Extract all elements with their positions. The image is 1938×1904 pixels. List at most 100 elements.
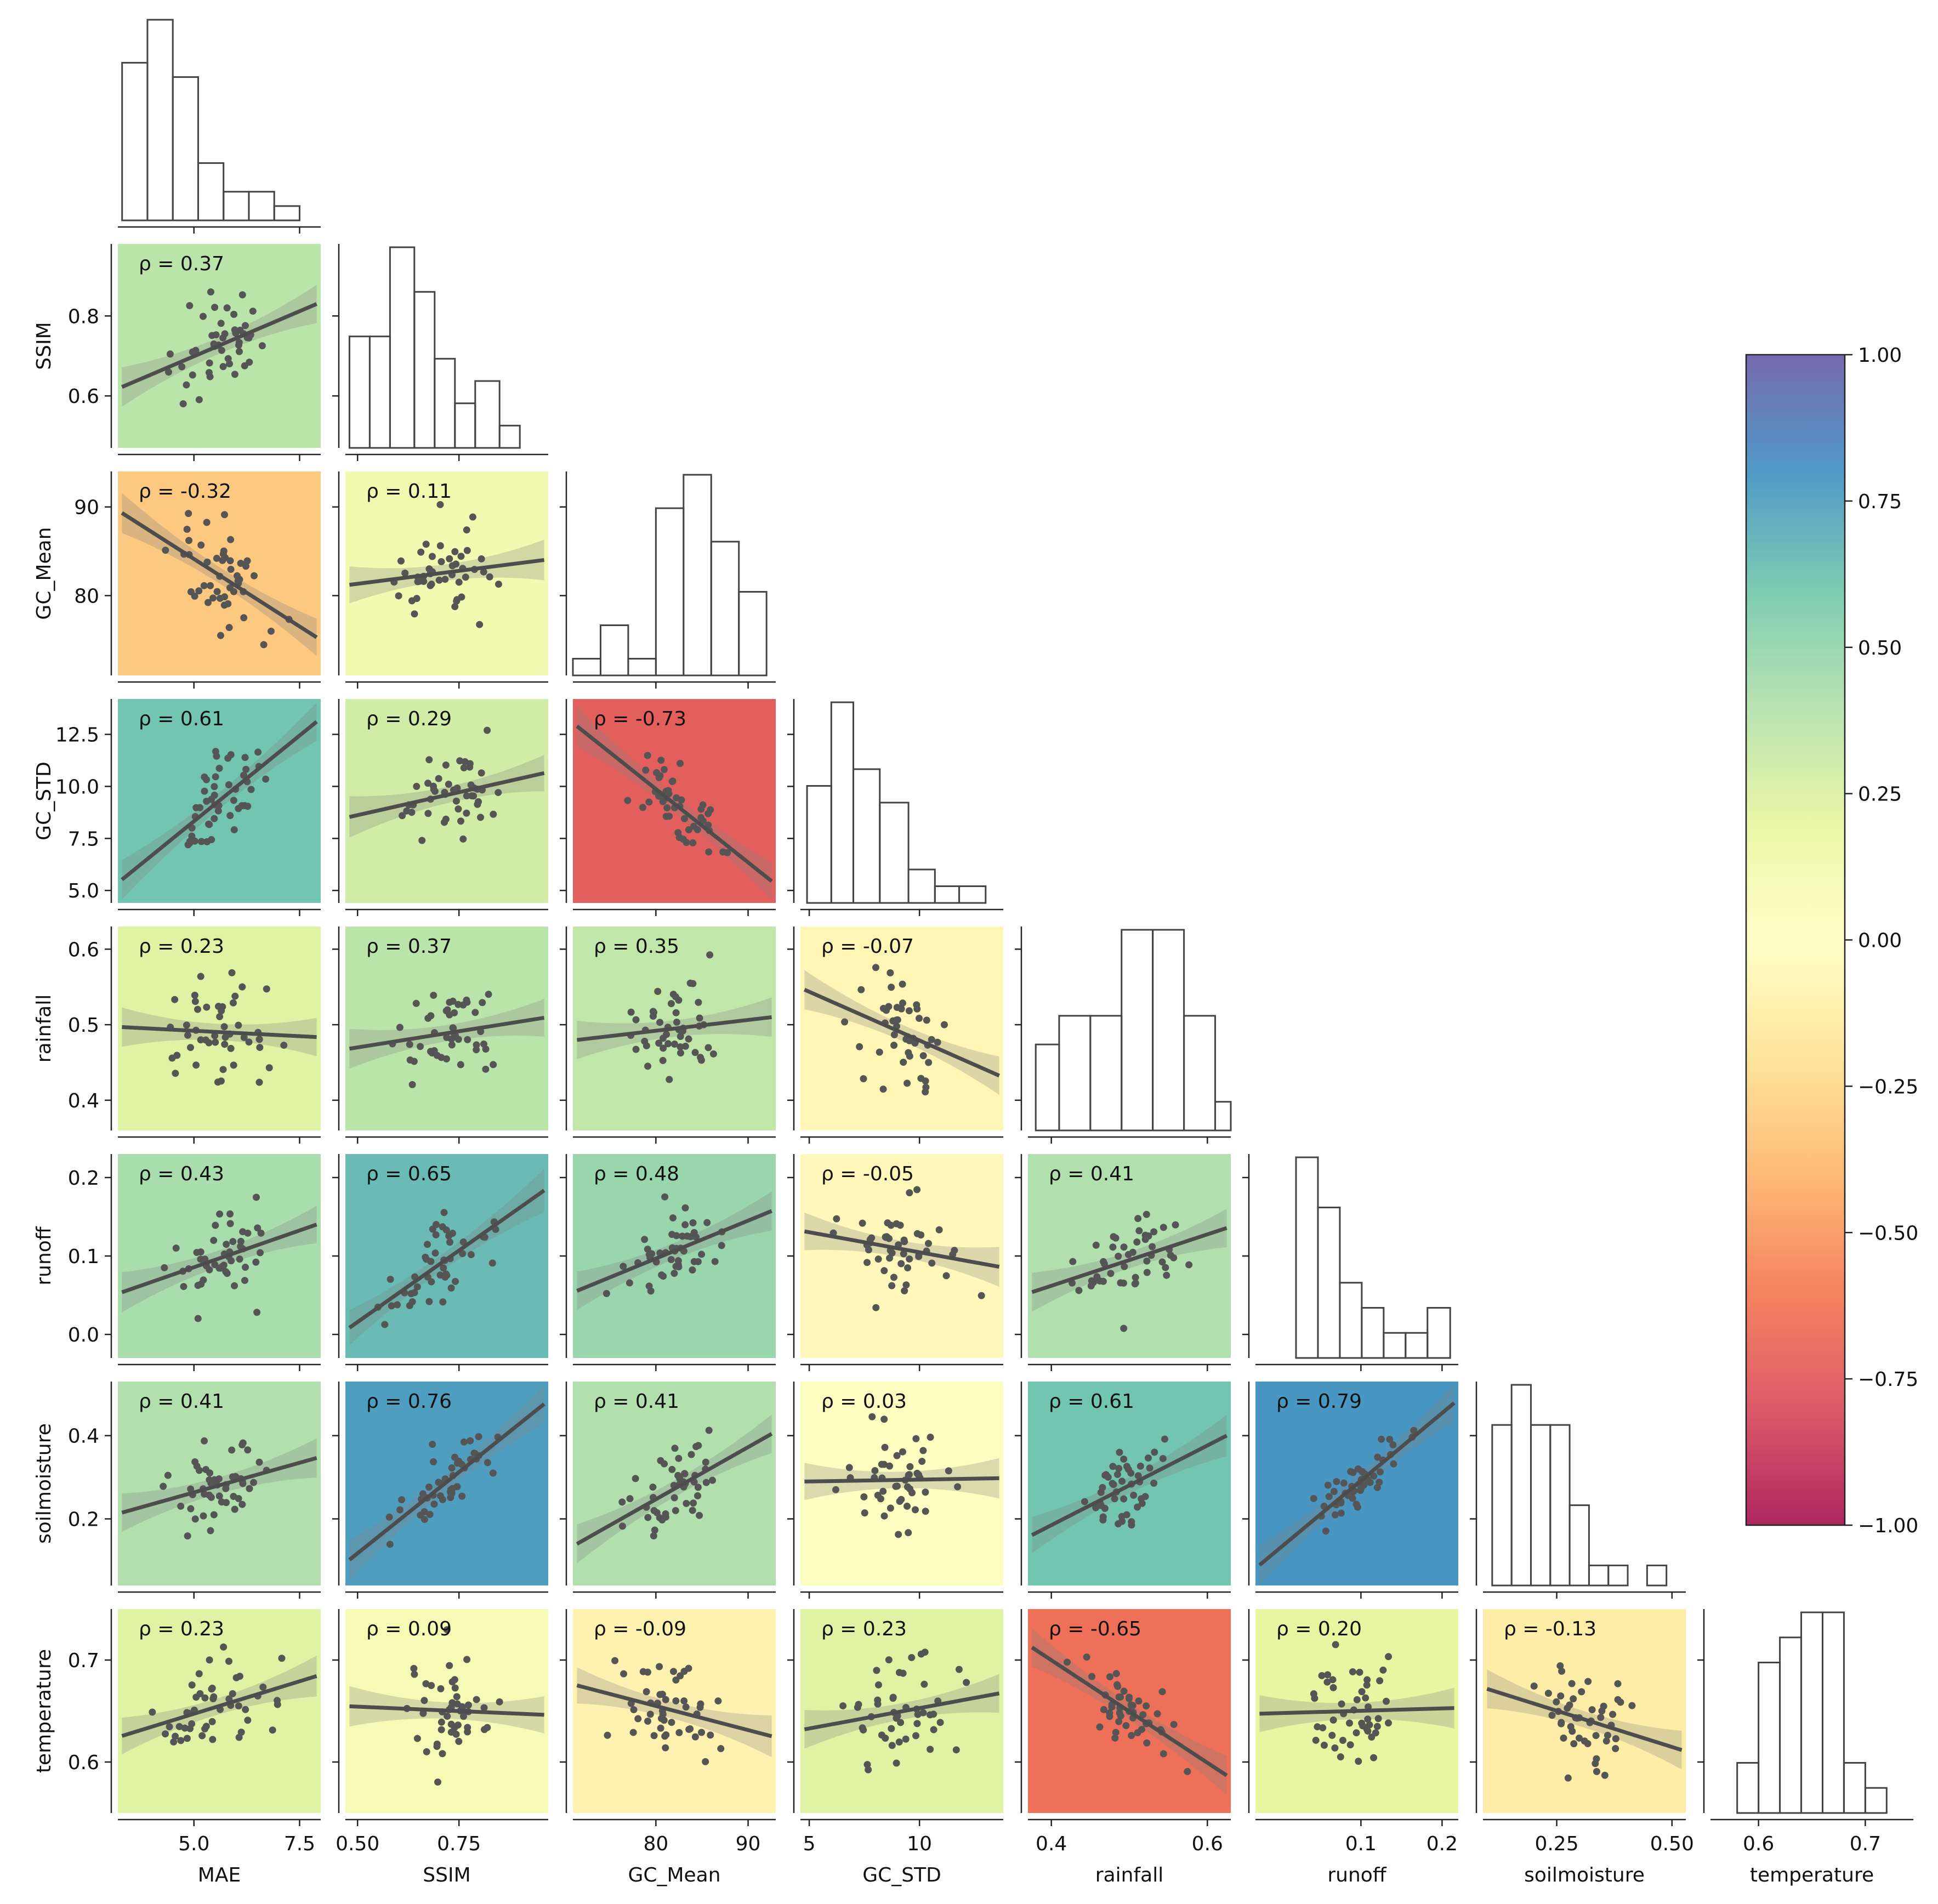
panel-bg-soilmoisture-GC_STD	[800, 1382, 1003, 1585]
scatter-point	[197, 1036, 204, 1044]
y-tick-label: 10.0	[55, 776, 99, 798]
rho-label: ρ = 0.03	[821, 1390, 907, 1413]
scatter-point	[670, 1041, 678, 1048]
scatter-point	[258, 342, 266, 350]
scatter-point	[1359, 1722, 1367, 1730]
scatter-point	[203, 1003, 211, 1011]
scatter-point	[913, 1469, 921, 1477]
scatter-point	[1325, 1493, 1333, 1501]
scatter-point	[1115, 1718, 1123, 1725]
hist-bar-rainfall	[1035, 1043, 1060, 1132]
x-axis-label-temperature: temperature	[1750, 1864, 1874, 1886]
hist-bar-temperature	[1736, 1762, 1760, 1814]
panel-bg-GC_STD-GC_Mean	[573, 699, 776, 903]
scatter-point	[242, 765, 250, 773]
scatter-point	[149, 1708, 156, 1716]
scatter-point	[433, 1743, 441, 1750]
scatter-point	[917, 1231, 925, 1239]
scatter-point	[385, 1513, 393, 1521]
hist-bar-soilmoisture	[1510, 1384, 1532, 1587]
hist-bar-rainfall	[1089, 1015, 1123, 1132]
scatter-point	[1329, 1716, 1337, 1724]
scatter-point	[399, 812, 406, 820]
scatter-point	[694, 1484, 702, 1491]
scatter-point	[184, 841, 192, 849]
scatter-point	[698, 1729, 706, 1736]
scatter-point	[467, 1437, 474, 1445]
scatter-point	[1120, 1495, 1128, 1503]
hist-bar-SSIM	[474, 380, 501, 449]
colorbar-tick-label: −1.00	[1858, 1515, 1918, 1537]
y-tick-label: 0.8	[68, 305, 99, 328]
scatter-point	[395, 592, 402, 600]
scatter-point	[460, 764, 468, 772]
scatter-point	[464, 1728, 471, 1736]
scatter-point	[447, 1720, 455, 1728]
scatter-point	[215, 1492, 223, 1500]
fit-line-temperature-SSIM	[349, 1704, 544, 1717]
scatter-point	[1556, 1662, 1564, 1669]
scatter-point	[469, 513, 476, 521]
scatter-point	[874, 1700, 882, 1708]
scatter-point	[1598, 1707, 1606, 1715]
scatter-point	[1352, 1729, 1360, 1737]
scatter-point	[207, 288, 214, 296]
scatter-point	[1604, 1731, 1611, 1739]
scatter-point	[195, 396, 203, 403]
scatter-point	[1364, 1715, 1372, 1723]
scatter-point	[878, 1731, 885, 1739]
x-tick-label: 0.7	[1850, 1833, 1881, 1855]
scatter-point	[1374, 1715, 1382, 1723]
scatter-point	[219, 363, 227, 371]
scatter-point	[456, 757, 464, 765]
scatter-point	[457, 817, 465, 825]
hist-bar-MAE	[197, 162, 225, 221]
hist-bar-GC_STD	[958, 885, 987, 904]
scatter-point	[200, 312, 207, 320]
scatter-point	[666, 1076, 673, 1083]
scatter-point	[1130, 1491, 1138, 1499]
scatter-point	[1614, 1696, 1622, 1703]
scatter-point	[1100, 1706, 1107, 1713]
rho-label: ρ = 0.29	[366, 708, 452, 730]
y-tick-label: 5.0	[68, 880, 99, 902]
scatter-point	[925, 1059, 933, 1066]
scatter-point	[680, 1697, 688, 1705]
scatter-point	[225, 624, 233, 632]
scatter-point	[437, 1685, 445, 1692]
rho-label: ρ = 0.76	[366, 1390, 452, 1413]
scatter-point	[480, 568, 487, 576]
scatter-point	[1141, 1493, 1149, 1501]
fit-line-runoff-GC_STD	[804, 1229, 1000, 1269]
x-tick-label: 0.6	[1192, 1833, 1223, 1855]
scatter-point	[900, 1236, 908, 1244]
hist-bar-GC_STD	[830, 701, 855, 904]
scatter-point	[1329, 1676, 1337, 1684]
x-tick-label: 0.4	[1036, 1833, 1067, 1855]
colorbar-tick-label: 1.00	[1858, 344, 1902, 367]
scatter-point	[486, 573, 493, 581]
scatter-point	[668, 1465, 676, 1473]
scatter-point	[179, 400, 187, 408]
fit-line-temperature-rainfall	[1031, 1646, 1228, 1777]
scatter-point	[718, 1242, 725, 1249]
scatter-point	[1332, 1641, 1339, 1649]
scatter-point	[657, 757, 665, 764]
scatter-point	[1144, 1454, 1152, 1462]
scatter-point	[703, 1219, 711, 1226]
scatter-point	[446, 555, 453, 562]
scatter-point	[1379, 1666, 1387, 1674]
scatter-point	[217, 632, 224, 639]
x-tick-label: 0.2	[1426, 1833, 1458, 1855]
scatter-point	[893, 1004, 901, 1011]
y-axis-label-temperature: temperature	[33, 1649, 55, 1773]
scatter-point	[650, 1507, 658, 1514]
x-tick-label: 0.1	[1345, 1833, 1377, 1855]
scatter-point	[470, 792, 478, 800]
rho-label: ρ = 0.20	[1276, 1618, 1362, 1640]
scatter-point	[620, 1263, 627, 1270]
scatter-point	[235, 1494, 242, 1502]
hist-bar-temperature	[1821, 1611, 1845, 1814]
scatter-point	[627, 1008, 635, 1016]
scatter-point	[963, 1679, 970, 1686]
